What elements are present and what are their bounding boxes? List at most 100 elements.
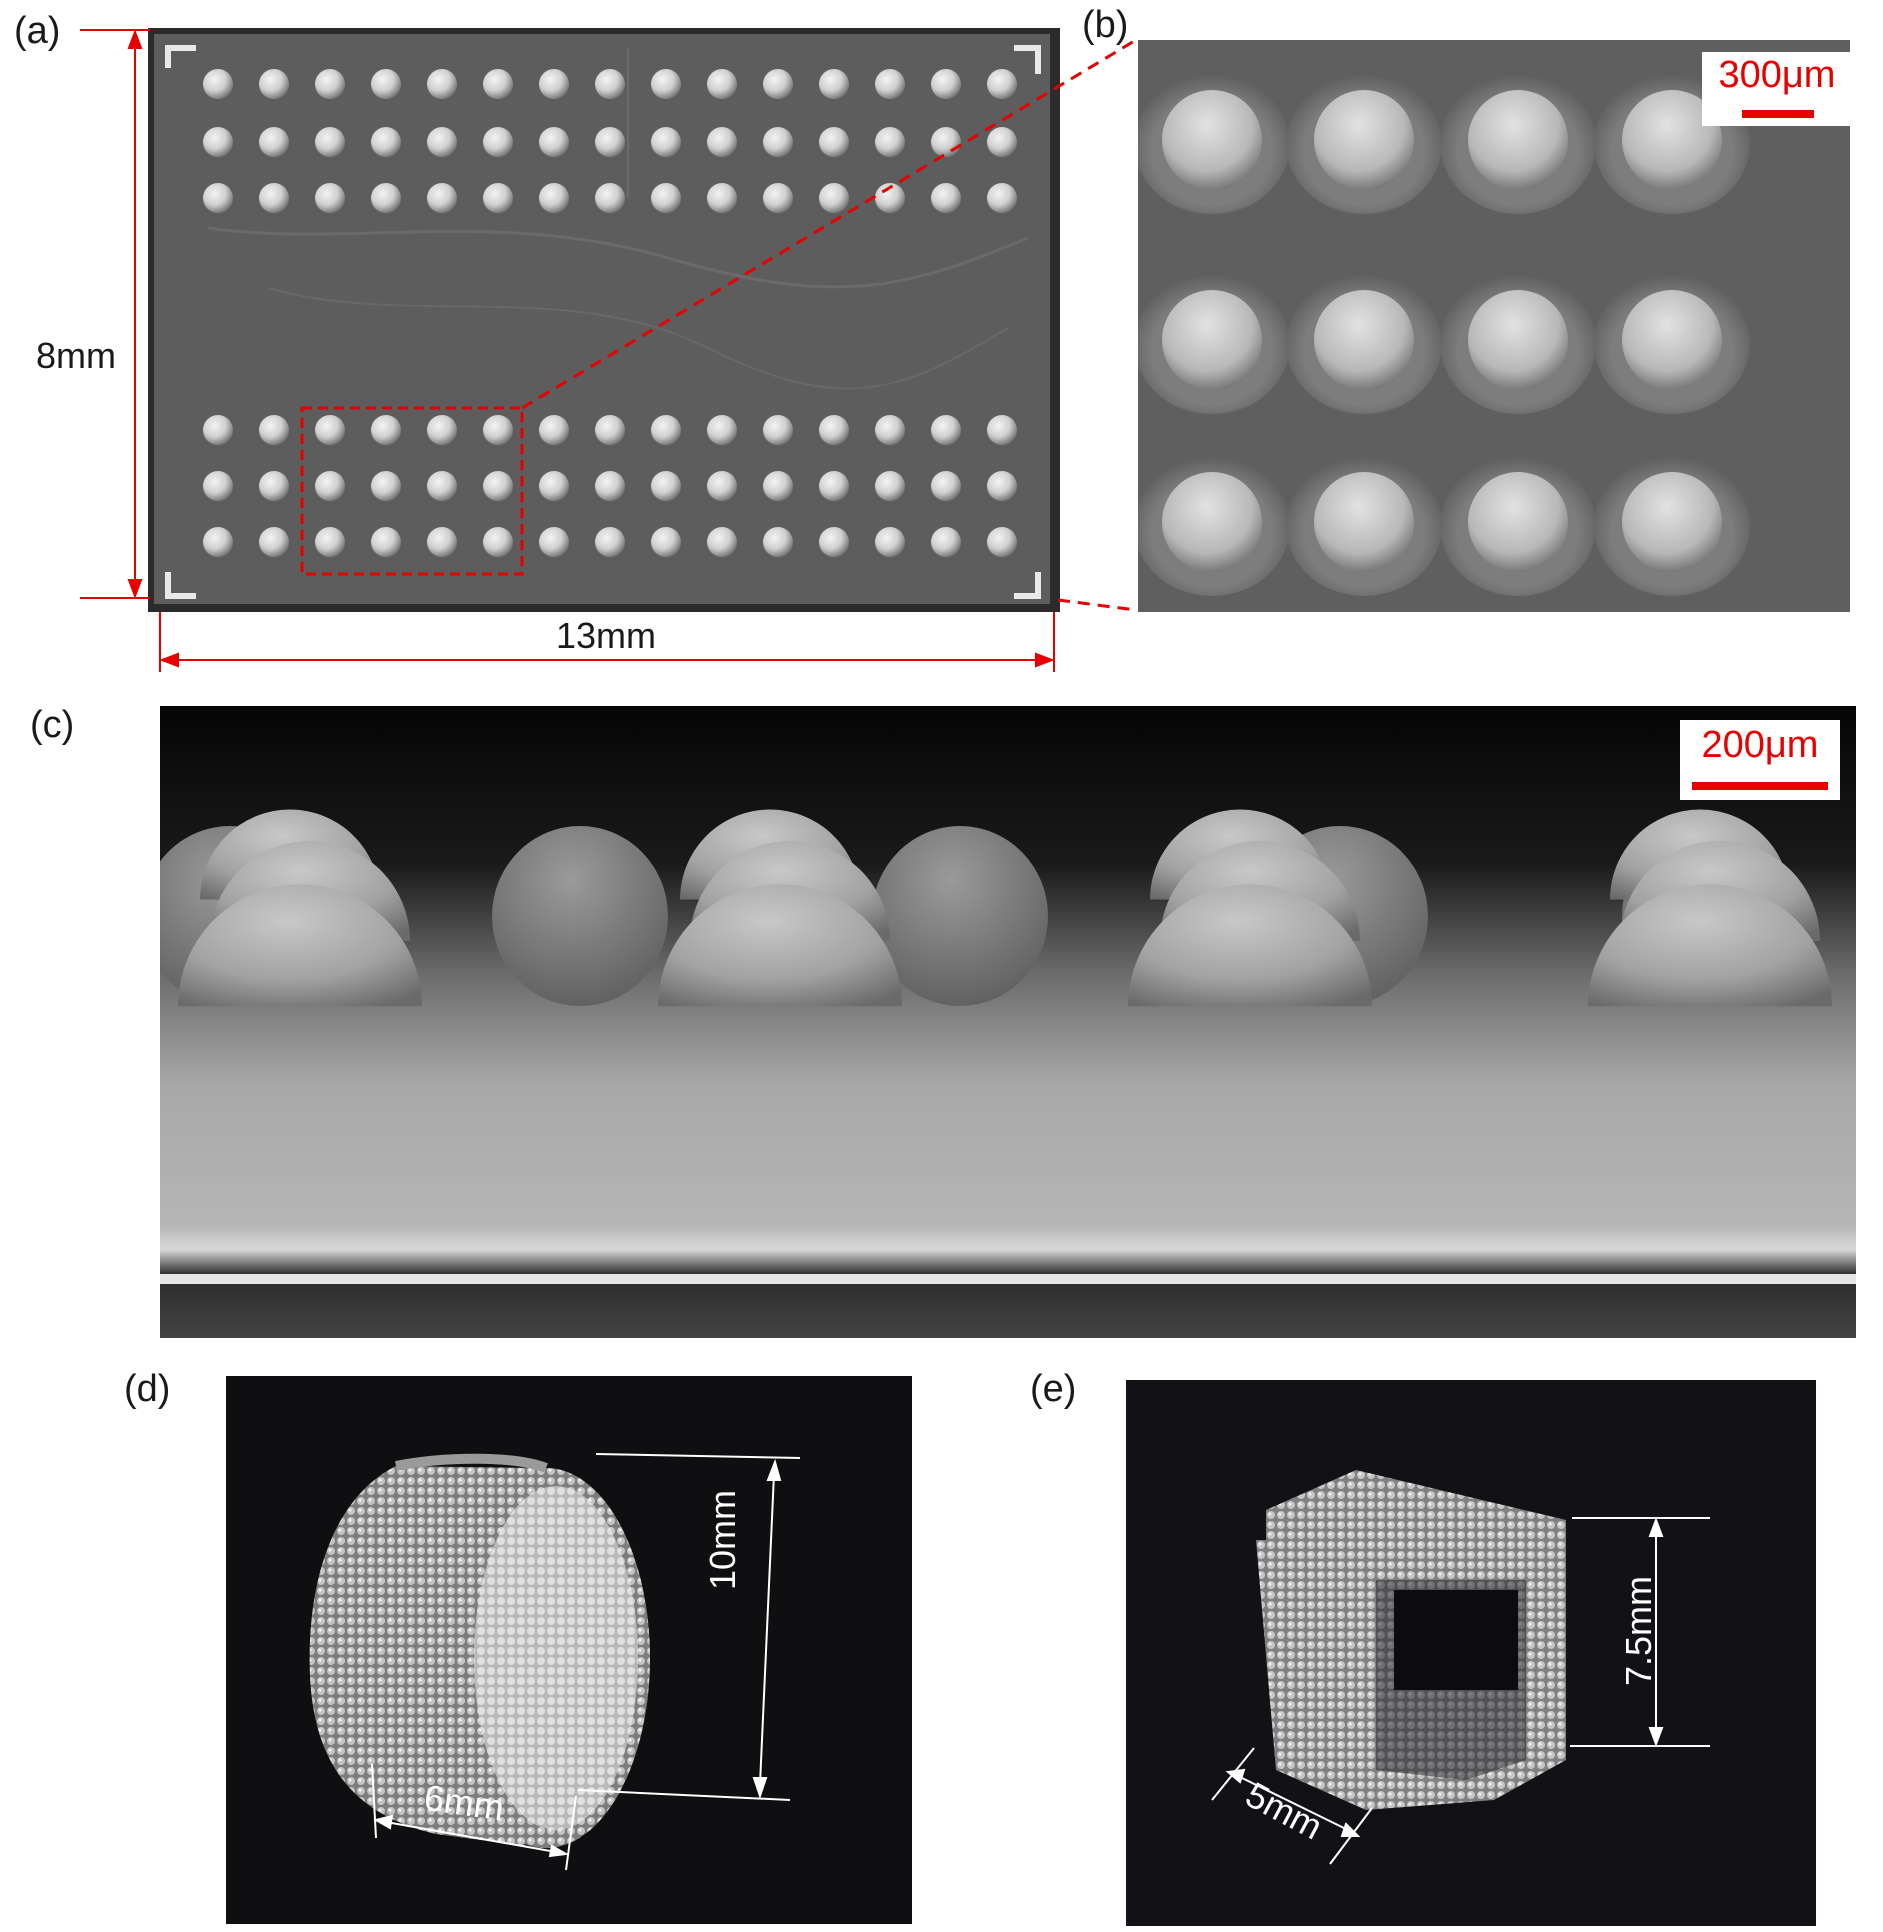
panel-b-image [1138, 40, 1850, 612]
solder-bump [203, 527, 233, 557]
solder-bump [1468, 472, 1568, 572]
solder-bump [539, 471, 569, 501]
near-dome [1128, 884, 1372, 1007]
scale-bar-line-c [1692, 782, 1828, 790]
solder-bump [931, 127, 961, 157]
solder-bump [987, 527, 1017, 557]
solder-bump [1314, 90, 1414, 190]
solder-bump [707, 471, 737, 501]
solder-bump [539, 183, 569, 213]
panel-label-b: (b) [1082, 4, 1129, 46]
solder-bump [707, 183, 737, 213]
solder-bump [763, 183, 793, 213]
solder-bump [651, 127, 681, 157]
solder-bump [371, 527, 401, 557]
height-label-e: 7.5mm [1618, 1575, 1659, 1686]
solder-bump [259, 415, 289, 445]
panel-d-image [226, 1376, 912, 1924]
solder-bump [931, 69, 961, 99]
solder-bump [427, 69, 457, 99]
solder-bump [203, 183, 233, 213]
solder-bump [763, 415, 793, 445]
solder-bump [315, 69, 345, 99]
solder-bump [875, 415, 905, 445]
solder-bump [595, 183, 625, 213]
solder-bump [819, 415, 849, 445]
solder-bump [651, 471, 681, 501]
solder-bump [483, 127, 513, 157]
solder-bump [427, 183, 457, 213]
solder-bump [483, 527, 513, 557]
solder-bump [987, 127, 1017, 157]
far-dome [872, 826, 1048, 1006]
scale-bar-label-c: 200μm [1701, 724, 1819, 766]
solder-bump [1468, 90, 1568, 190]
near-dome [658, 884, 902, 1007]
solder-bump [259, 69, 289, 99]
solder-bump [763, 527, 793, 557]
width-label-a: 13mm [556, 615, 657, 656]
solder-bump [819, 69, 849, 99]
solder-bump [259, 127, 289, 157]
solder-bump [707, 415, 737, 445]
scale-bar-label-b: 300μm [1718, 54, 1836, 96]
solder-bump [987, 471, 1017, 501]
solder-bump [1162, 472, 1262, 572]
solder-bump [259, 527, 289, 557]
solder-bump [203, 415, 233, 445]
scale-bar-line-b [1742, 110, 1814, 118]
solder-bump [875, 471, 905, 501]
solder-bump [371, 127, 401, 157]
solder-bump [427, 127, 457, 157]
solder-bump [1622, 290, 1722, 390]
solder-bump [483, 69, 513, 99]
solder-bump [1622, 90, 1722, 190]
panel-label-d: (d) [124, 1368, 171, 1410]
solder-bump [987, 415, 1017, 445]
solder-bump [595, 127, 625, 157]
solder-bump [1162, 90, 1262, 190]
solder-bump [651, 415, 681, 445]
solder-bump [763, 127, 793, 157]
solder-bump [371, 415, 401, 445]
solder-bump [819, 527, 849, 557]
panel-a-image [148, 28, 1060, 612]
panel-label-a: (a) [14, 10, 61, 52]
far-dome [492, 826, 668, 1006]
solder-bump [819, 183, 849, 213]
solder-bump [707, 69, 737, 99]
solder-bump [987, 183, 1017, 213]
solder-bump [539, 527, 569, 557]
solder-bump [1162, 290, 1262, 390]
solder-bump [595, 69, 625, 99]
solder-bump [595, 471, 625, 501]
solder-bump [931, 183, 961, 213]
solder-bump [1314, 472, 1414, 572]
solder-bump [987, 69, 1017, 99]
solder-bump [875, 527, 905, 557]
solder-bump [259, 183, 289, 213]
solder-bump [651, 183, 681, 213]
solder-bump [203, 69, 233, 99]
solder-bump [371, 69, 401, 99]
panel-label-c: (c) [30, 704, 75, 746]
solder-bump [931, 471, 961, 501]
solder-bump [931, 527, 961, 557]
solder-bump [371, 471, 401, 501]
solder-bump [763, 69, 793, 99]
solder-bump [483, 471, 513, 501]
solder-bump [651, 69, 681, 99]
scale-bar-c: 200μm [1680, 720, 1840, 800]
near-dome [1588, 884, 1832, 1007]
solder-bump [539, 415, 569, 445]
solder-bump [595, 415, 625, 445]
solder-bump [259, 471, 289, 501]
solder-bump [819, 471, 849, 501]
solder-bump [315, 127, 345, 157]
solder-bump [1468, 290, 1568, 390]
height-label-d: 10mm [702, 1489, 743, 1590]
solder-bump [315, 527, 345, 557]
solder-bump [539, 127, 569, 157]
solder-bump [595, 527, 625, 557]
solder-bump [483, 415, 513, 445]
